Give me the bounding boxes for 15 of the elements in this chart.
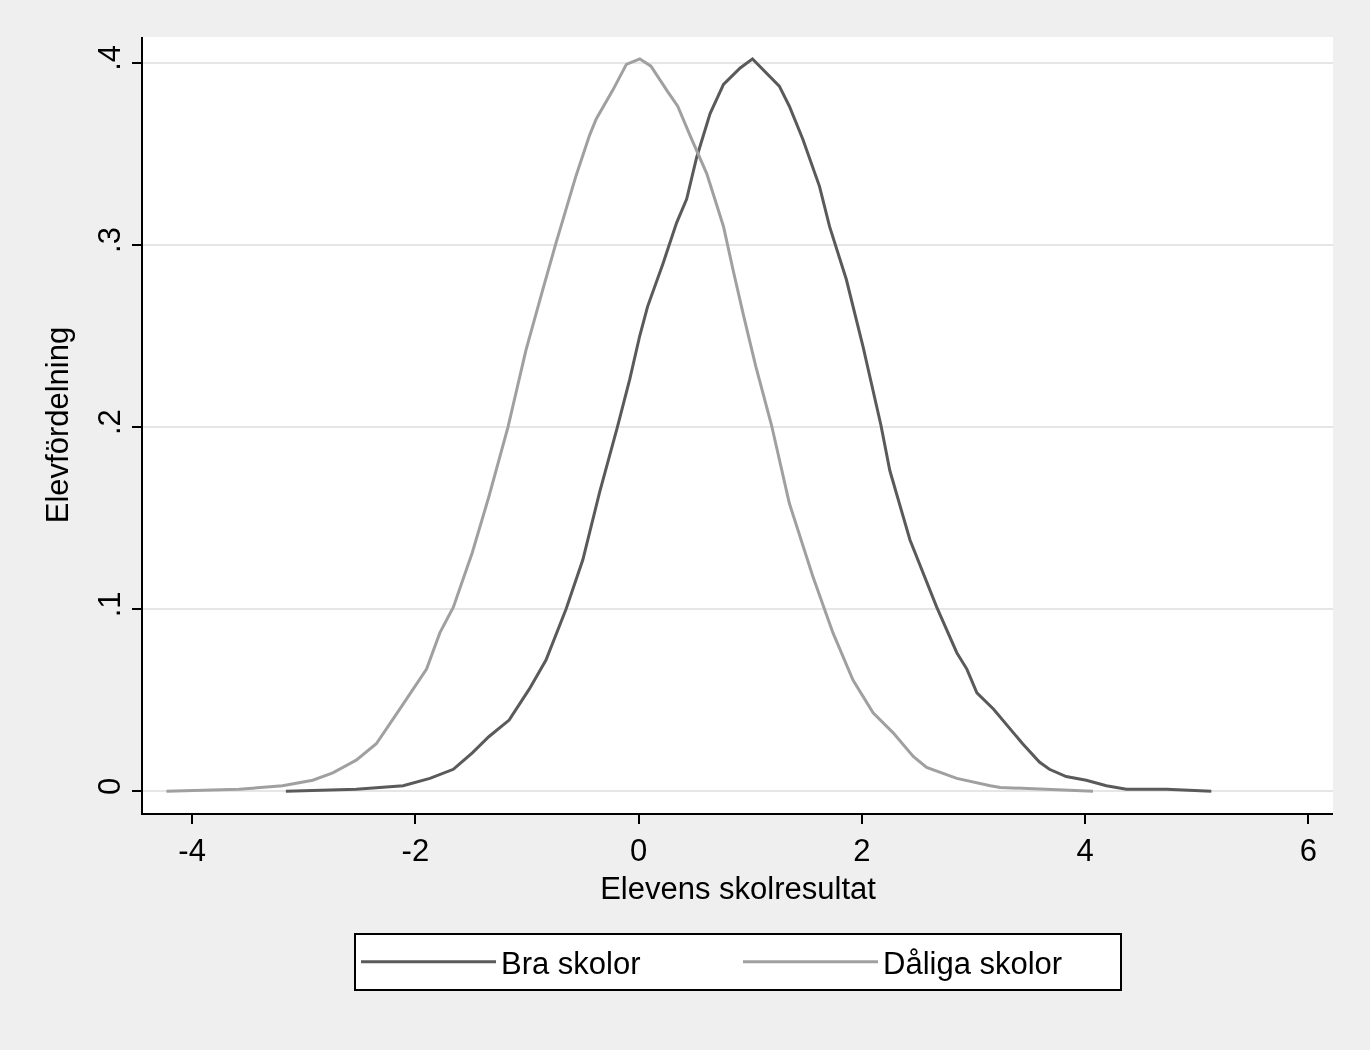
x-tick-label: 4 [1076, 833, 1094, 869]
y-tick-label: .1 [91, 591, 127, 618]
y-tick-label: .4 [91, 44, 127, 71]
y-tick-label: .3 [91, 227, 127, 253]
x-tick-label: -4 [178, 833, 206, 869]
legend-label: Dåliga skolor [883, 945, 1063, 981]
x-tick-label: 2 [853, 833, 871, 869]
y-tick-label: 0 [91, 777, 127, 796]
y-axis-title: Elevfördelning [39, 326, 75, 524]
x-tick-label: -2 [401, 833, 430, 869]
x-axis-title: Elevens skolresultat [600, 870, 877, 906]
legend-label: Bra skolor [501, 945, 641, 981]
y-tick-label: .2 [91, 409, 127, 436]
x-tick-label: 6 [1299, 833, 1318, 869]
x-tick-label: 0 [630, 833, 648, 869]
